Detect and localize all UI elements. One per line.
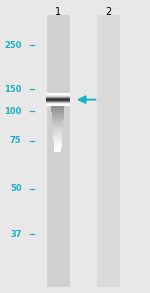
Bar bbox=[46, 97, 70, 98]
Bar bbox=[54, 146, 62, 148]
Bar bbox=[54, 148, 61, 149]
Bar bbox=[52, 121, 63, 122]
Bar bbox=[54, 143, 62, 144]
Bar bbox=[53, 130, 63, 132]
Bar bbox=[47, 15, 70, 287]
Bar bbox=[53, 136, 62, 137]
Text: 1: 1 bbox=[55, 7, 62, 17]
Bar bbox=[54, 149, 61, 150]
Bar bbox=[54, 140, 62, 141]
Bar bbox=[52, 123, 63, 125]
Text: 2: 2 bbox=[106, 7, 112, 17]
Bar bbox=[46, 102, 70, 103]
Bar bbox=[53, 134, 62, 135]
Bar bbox=[51, 112, 64, 113]
Bar bbox=[53, 137, 62, 139]
Bar bbox=[46, 93, 70, 94]
Text: 37: 37 bbox=[10, 230, 22, 239]
Bar bbox=[53, 133, 63, 134]
Bar bbox=[52, 119, 63, 120]
Text: 250: 250 bbox=[4, 41, 22, 50]
Bar bbox=[46, 104, 70, 105]
Bar bbox=[46, 105, 70, 106]
Bar bbox=[46, 101, 70, 102]
Bar bbox=[51, 106, 64, 107]
Bar bbox=[46, 103, 70, 104]
Bar bbox=[52, 113, 64, 114]
Bar bbox=[54, 144, 62, 145]
Bar bbox=[53, 135, 62, 136]
Text: 50: 50 bbox=[10, 185, 22, 193]
Bar bbox=[46, 95, 70, 96]
Bar bbox=[53, 132, 63, 133]
Bar bbox=[46, 98, 70, 99]
Bar bbox=[54, 145, 61, 146]
Bar bbox=[53, 127, 63, 128]
Bar bbox=[52, 114, 64, 115]
Bar bbox=[51, 107, 64, 108]
Bar bbox=[51, 110, 64, 111]
Bar bbox=[53, 139, 62, 140]
Bar bbox=[51, 111, 64, 112]
Bar bbox=[46, 96, 70, 97]
Bar bbox=[46, 94, 70, 95]
Bar bbox=[53, 128, 63, 129]
Bar bbox=[52, 120, 63, 121]
Bar bbox=[52, 115, 64, 117]
Text: 75: 75 bbox=[10, 136, 22, 145]
Bar bbox=[97, 15, 120, 287]
Bar bbox=[52, 122, 63, 123]
Bar bbox=[54, 141, 62, 142]
Bar bbox=[52, 117, 64, 119]
Bar bbox=[53, 129, 63, 130]
Bar bbox=[46, 99, 70, 100]
Bar bbox=[54, 150, 61, 151]
Bar bbox=[52, 126, 63, 127]
Text: 100: 100 bbox=[4, 107, 22, 116]
Text: 150: 150 bbox=[4, 85, 22, 94]
Bar bbox=[51, 108, 64, 110]
Bar bbox=[54, 142, 62, 143]
Bar bbox=[46, 100, 70, 101]
Bar bbox=[52, 125, 63, 126]
Bar bbox=[54, 151, 61, 152]
